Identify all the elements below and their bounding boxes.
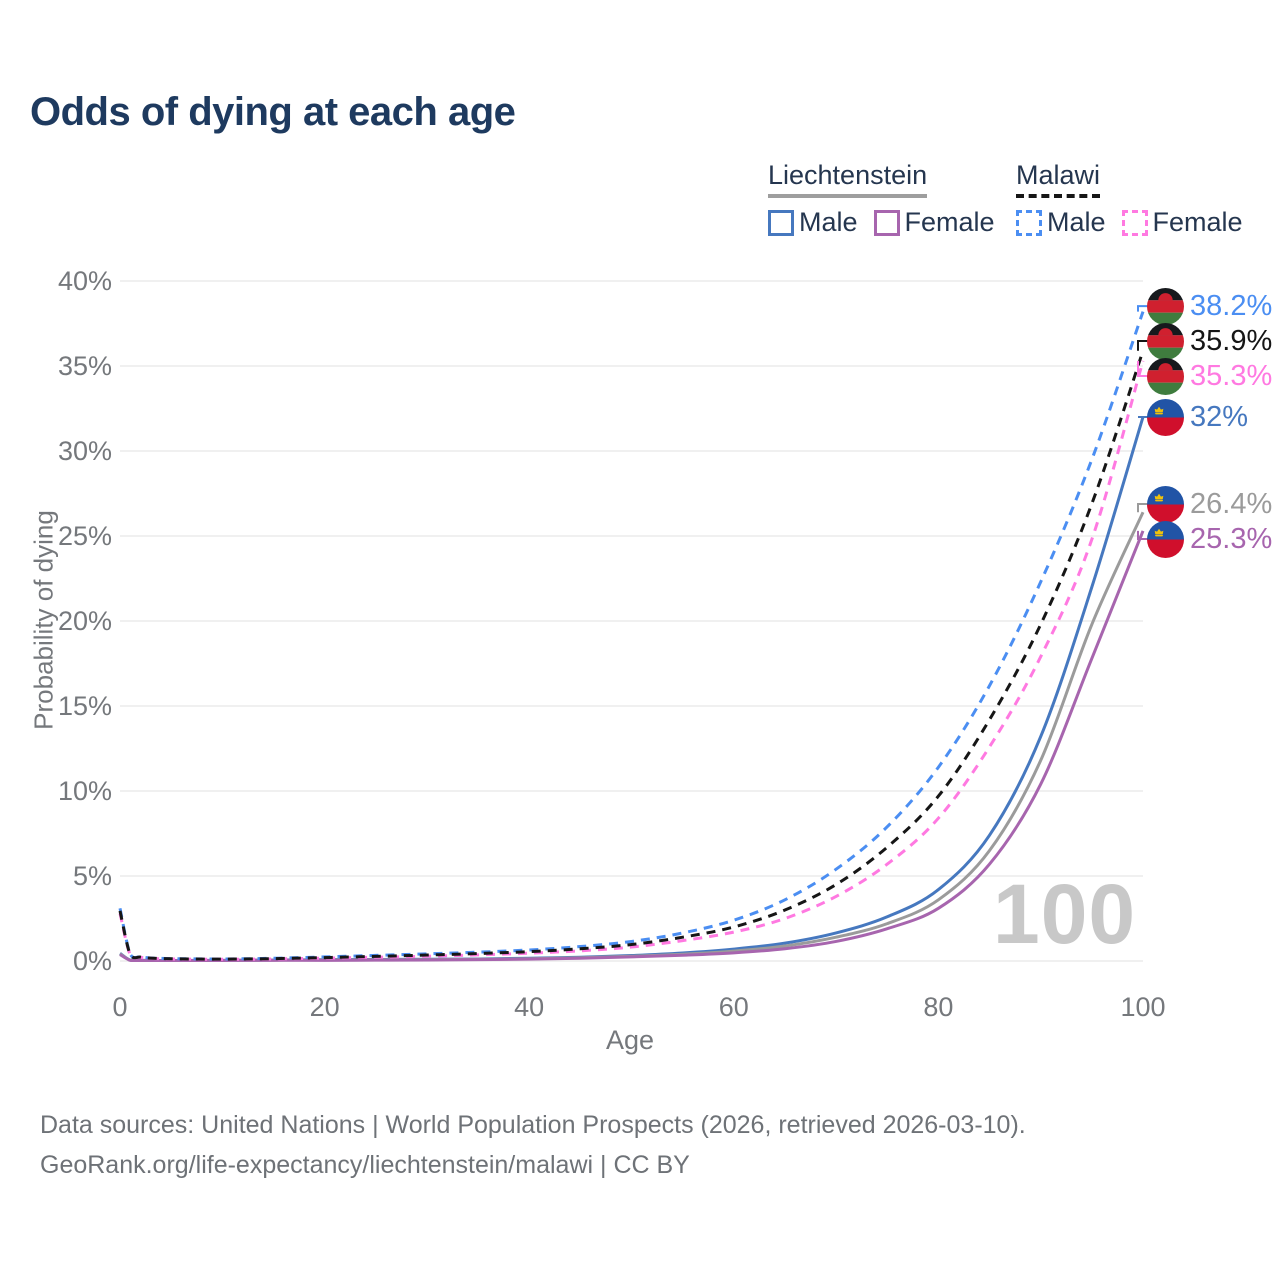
x-tick-label: 60 [718,992,749,1022]
series-line-liech_male [119,416,1145,962]
legend-item-label: Female [904,207,995,237]
liechtenstein-flag-icon [1147,398,1184,436]
y-tick-label: 40% [57,266,112,296]
end-value-label: 35.9% [1190,324,1273,357]
end-label-malawi_female: 35.3% [1147,357,1273,395]
footer-line-2: GeoRank.org/life-expectancy/liechtenstei… [40,1151,690,1179]
malawi-flag-icon [1147,357,1184,395]
leader-line-malawi_female [1137,360,1150,378]
liechtenstein-flag-icon [1147,485,1184,523]
series-line-malawi_male [118,311,1145,961]
footer-line-1: Data sources: United Nations | World Pop… [40,1111,1026,1139]
legend-item-label: Female [1152,207,1243,237]
data-sources-footer: Data sources: United Nations | World Pop… [40,1105,1026,1185]
y-tick-label: 25% [57,521,112,551]
age-watermark: 100 [993,867,1137,961]
x-axis-title: Age [605,1025,655,1055]
leader-line-liech_female [1137,530,1150,541]
leader-line-liech_both [1137,503,1150,513]
legend-item-malawi-male: Male [1016,207,1106,238]
y-tick-label: 15% [57,691,112,721]
end-value-label: 32% [1190,400,1249,433]
legend-group-malawi: Malawi Male Female [1016,160,1243,238]
y-tick-label: 10% [57,776,112,806]
dashed-line-swatch-icon [1016,209,1042,236]
series-line-liech_both [119,511,1145,962]
x-tick-label: 20 [309,992,340,1022]
x-tick-label: 80 [923,992,954,1022]
end-value-label: 38.2% [1190,289,1273,322]
legend-group-liechtenstein: Liechtenstein Male Female [768,160,995,238]
end-value-label: 25.3% [1190,522,1273,555]
series-line-liech_female [119,530,1145,962]
legend-item-label: Male [1047,207,1106,237]
y-tick-label: 20% [57,606,112,636]
legend-country-malawi: Malawi [1016,160,1101,198]
end-label-malawi_both: 35.9% [1147,322,1273,360]
y-tick-label: 30% [57,436,112,466]
legend-item-malawi-female: Female [1121,207,1243,238]
end-label-malawi_male: 38.2% [1147,287,1273,325]
legend-country-liechtenstein: Liechtenstein [768,160,928,198]
legend-item-label: Male [799,207,858,237]
end-value-label: 26.4% [1190,487,1273,520]
legend-row-malawi: Male Female [1016,207,1243,238]
series-line-malawi_both [118,350,1145,961]
solid-line-swatch-icon [768,209,794,236]
end-label-liech_male: 32% [1147,398,1249,436]
end-label-liech_female: 25.3% [1147,520,1273,558]
malawi-flag-icon [1147,322,1184,360]
dashed-line-swatch-icon [1121,209,1148,236]
x-tick-label: 0 [112,992,128,1022]
x-tick-label: 40 [514,992,545,1022]
solid-line-swatch-icon [873,209,900,236]
legend-row-liechtenstein: Male Female [768,207,995,238]
malawi-flag-icon [1147,287,1184,325]
x-tick-label: 100 [1120,992,1166,1022]
page-title: Odds of dying at each age [30,90,516,134]
liechtenstein-flag-icon [1147,520,1184,558]
leader-line-malawi_both [1137,340,1150,351]
end-value-label: 35.3% [1190,359,1273,392]
end-label-liech_both: 26.4% [1147,485,1273,523]
legend-item-liechtenstein-female: Female [873,207,995,238]
leader-line-malawi_male [1137,305,1150,312]
y-tick-label: 0% [72,946,112,976]
y-tick-label: 5% [72,861,112,891]
y-tick-label: 35% [57,351,112,381]
legend-item-liechtenstein-male: Male [768,207,858,238]
line-chart-plot [118,280,1150,962]
